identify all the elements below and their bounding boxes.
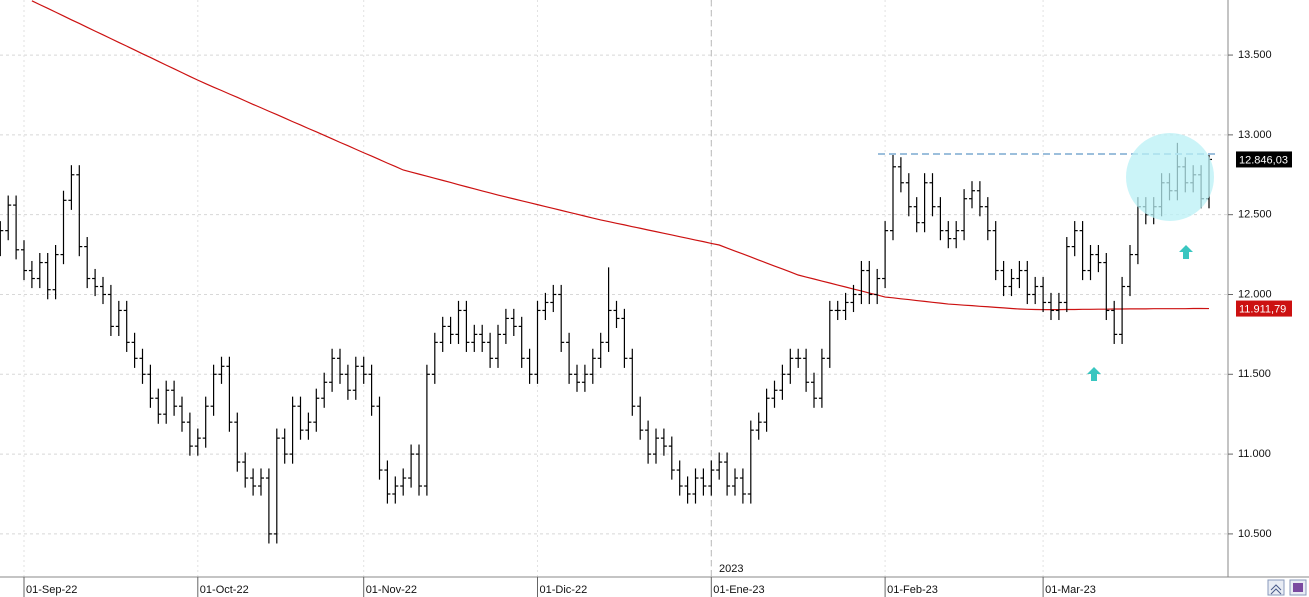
x-tick-label: 01-Sep-22 — [26, 584, 77, 596]
save-icon — [1293, 583, 1303, 592]
price-tag-label: 12.846,03 — [1239, 154, 1288, 166]
y-tick-label: 11.500 — [1238, 368, 1271, 380]
arrow-up — [1179, 245, 1193, 259]
y-tick-label: 13.500 — [1238, 49, 1272, 61]
y-tick-label: 10.500 — [1238, 528, 1272, 540]
x-tick-label: 01-Nov-22 — [366, 584, 417, 596]
x-tick-label: 01-Dic-22 — [540, 584, 588, 596]
y-tick-label: 12.500 — [1238, 209, 1272, 221]
year-label: 2023 — [719, 563, 743, 575]
scroll-icon — [1270, 584, 1282, 595]
axes: 10.500 11.000 11.500 12.000 12.500 13.000 13.5… — [23, 49, 1292, 597]
price-tag — [1236, 300, 1292, 317]
arrow-up — [1087, 367, 1101, 381]
moving-average-line — [31, 0, 1210, 311]
grid — [0, 0, 1228, 577]
x-tick-label: 01-Oct-22 — [200, 584, 249, 596]
price-tag — [1236, 151, 1292, 168]
y-tick-label: 12.000 — [1238, 288, 1272, 300]
scroll-button[interactable] — [1267, 579, 1285, 596]
x-tick-label: 01-Mar-23 — [1045, 584, 1096, 596]
price-tag-label: 11.911,79 — [1239, 303, 1286, 315]
highlight-circle — [1126, 133, 1214, 221]
x-tick-label: 01-Feb-23 — [887, 584, 938, 596]
y-tick-label: 13.000 — [1238, 129, 1272, 141]
x-tick-label: 01-Ene-23 — [713, 584, 764, 596]
y-tick-label: 11.000 — [1238, 448, 1271, 460]
